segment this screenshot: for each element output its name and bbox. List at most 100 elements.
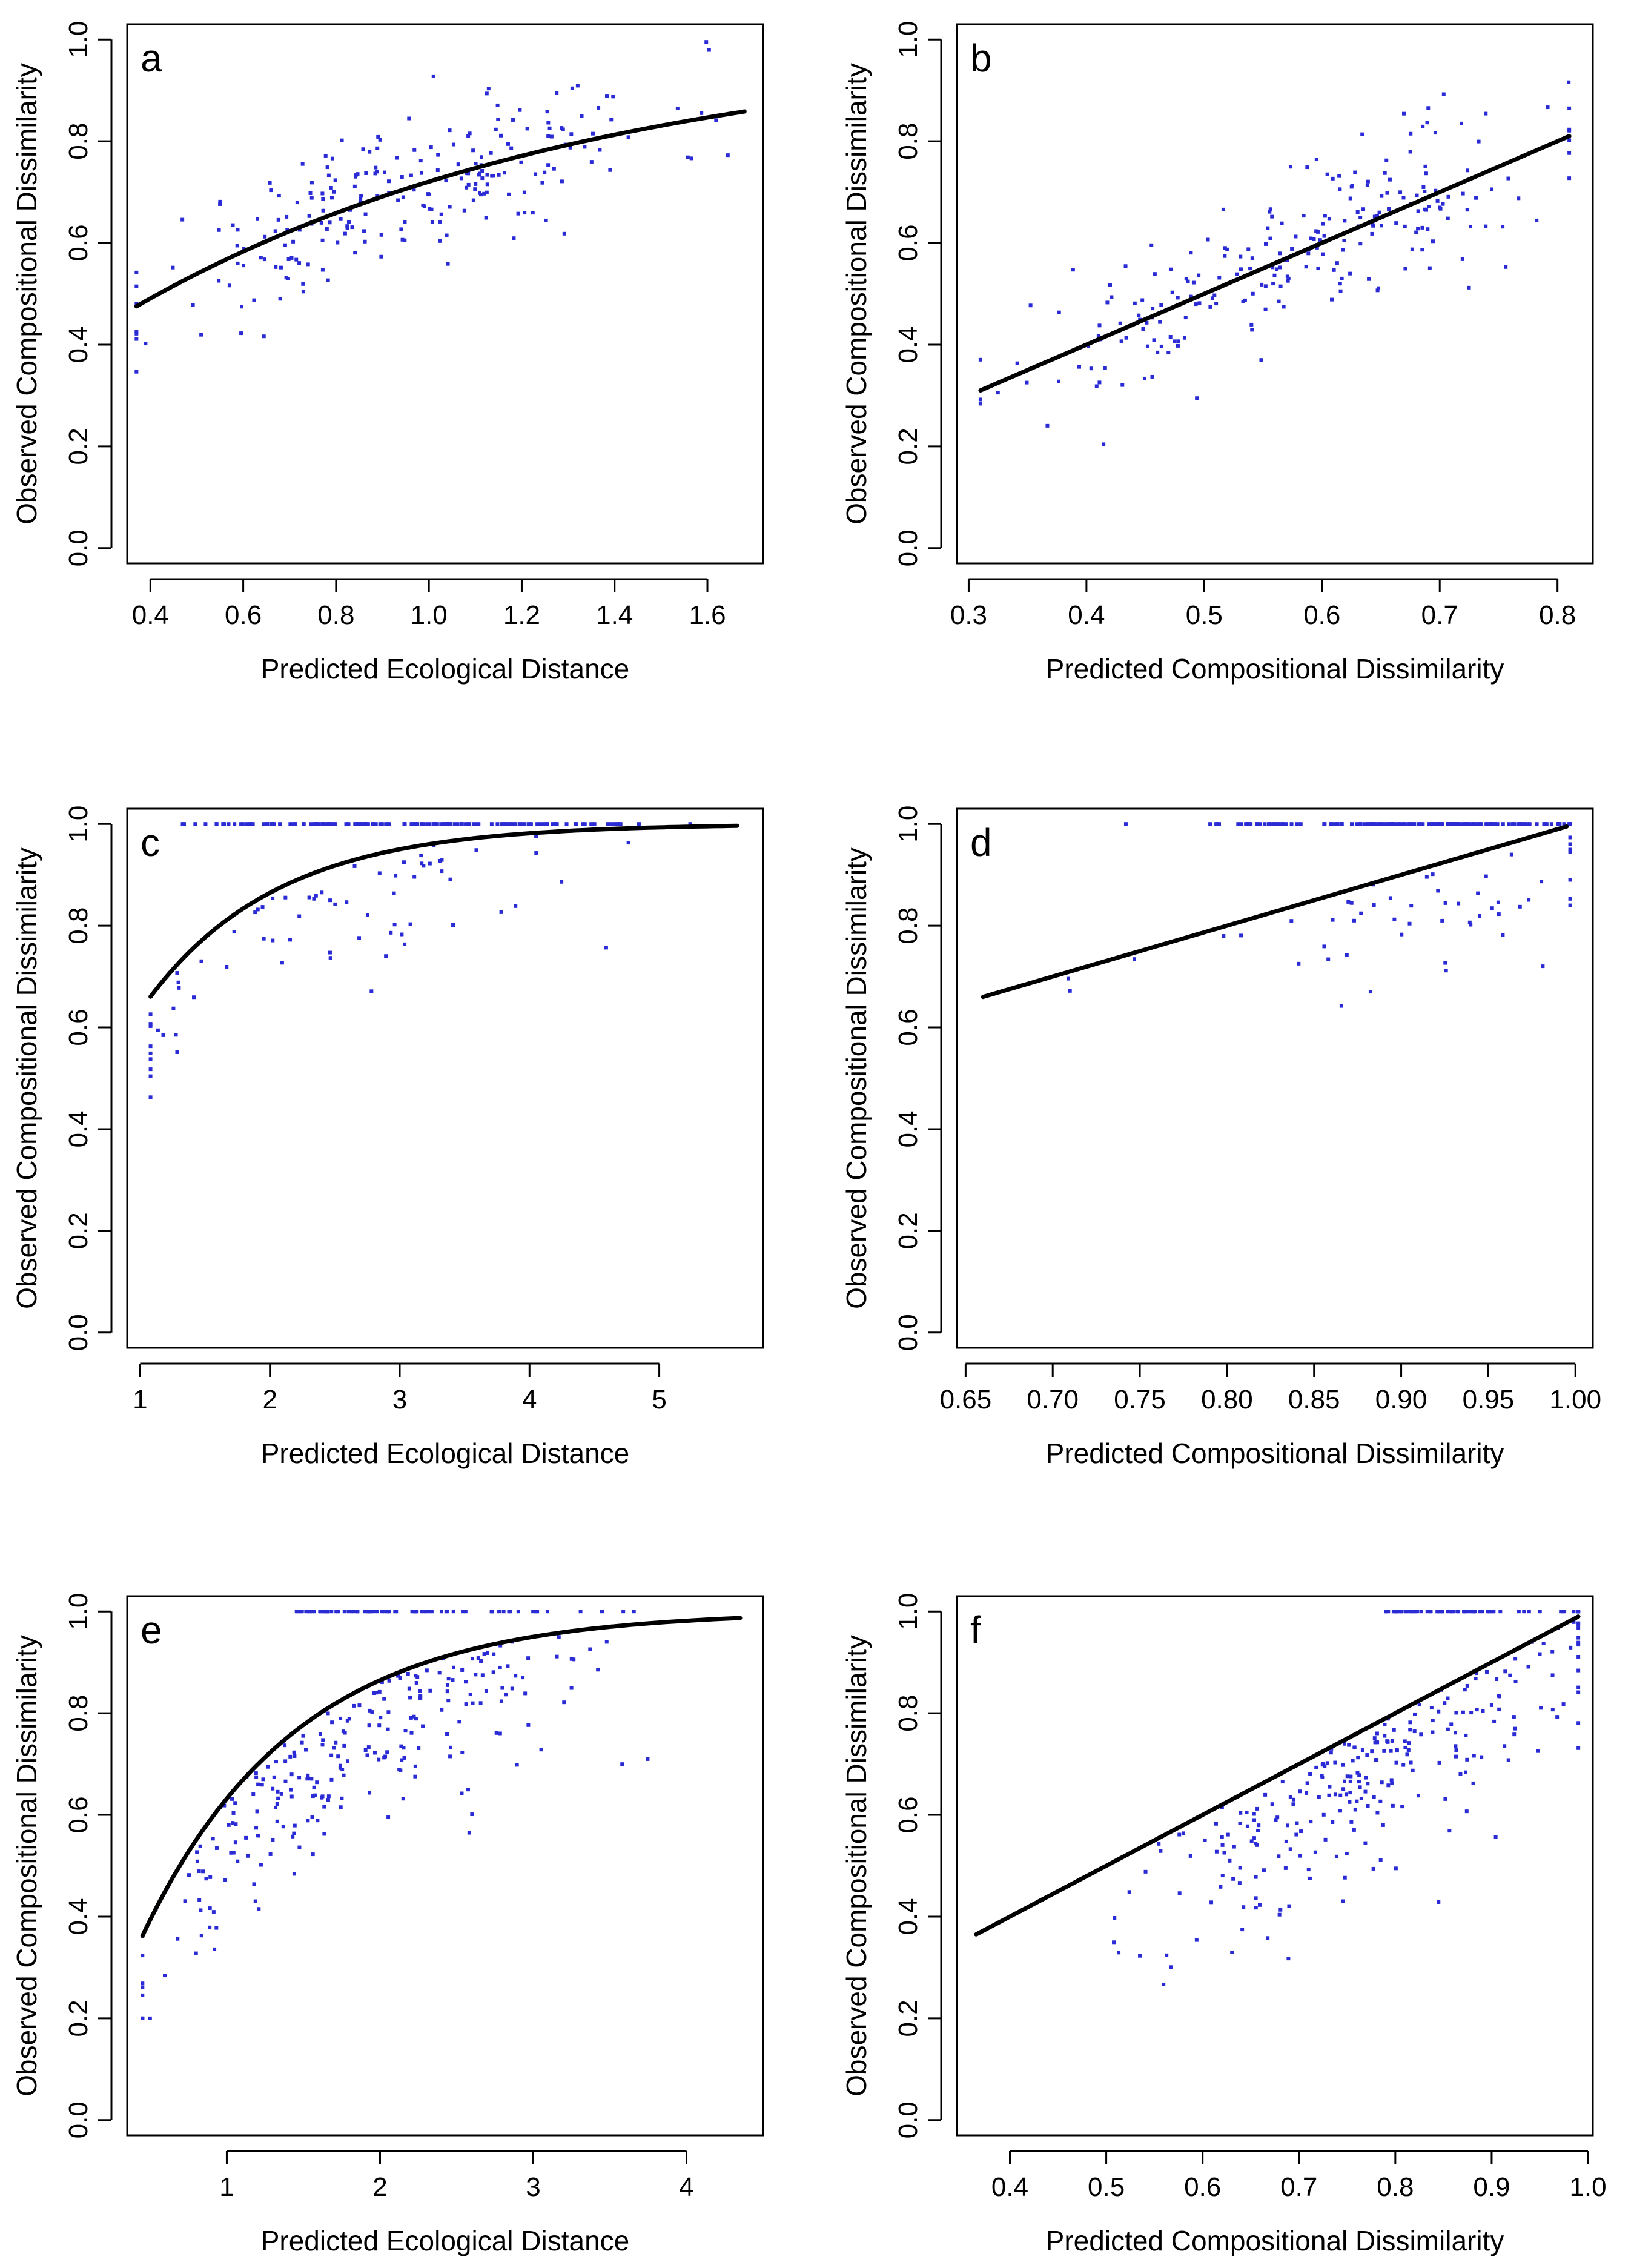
data-point bbox=[372, 1691, 376, 1696]
fitted-curve bbox=[134, 109, 747, 309]
data-point bbox=[338, 1766, 342, 1770]
data-point bbox=[254, 1775, 259, 1779]
data-point bbox=[1214, 1849, 1219, 1854]
data-point bbox=[1365, 183, 1369, 187]
data-point bbox=[254, 1826, 259, 1830]
data-point bbox=[293, 1823, 297, 1828]
data-point bbox=[1400, 932, 1404, 937]
data-point bbox=[508, 1610, 512, 1614]
data-point bbox=[183, 1899, 187, 1903]
data-point bbox=[1423, 164, 1427, 168]
data-point bbox=[609, 822, 613, 826]
data-point bbox=[485, 173, 489, 177]
data-point bbox=[1288, 1795, 1292, 1799]
data-point bbox=[515, 1763, 519, 1767]
data-point bbox=[1492, 822, 1496, 826]
data-point bbox=[1345, 1774, 1349, 1779]
x-tick-label: 1.00 bbox=[1549, 1385, 1601, 1414]
data-point bbox=[1469, 224, 1473, 228]
data-point bbox=[182, 822, 186, 826]
data-point bbox=[1391, 822, 1395, 826]
data-point bbox=[315, 1780, 319, 1785]
data-point bbox=[1538, 1610, 1542, 1614]
data-point bbox=[1230, 1950, 1234, 1954]
data-point bbox=[401, 1797, 405, 1801]
y-tick-label: 0.4 bbox=[893, 1898, 923, 1935]
x-tick-label: 1 bbox=[133, 1385, 147, 1414]
data-point bbox=[175, 971, 179, 975]
data-point bbox=[1375, 1811, 1380, 1815]
x-tick-label: 1 bbox=[219, 2172, 234, 2202]
data-point bbox=[448, 822, 452, 826]
data-point bbox=[1169, 1965, 1173, 1969]
data-point bbox=[1435, 199, 1440, 203]
data-point bbox=[297, 1845, 302, 1849]
data-point bbox=[1366, 1782, 1370, 1786]
data-point bbox=[1119, 339, 1123, 343]
data-point bbox=[1118, 321, 1122, 325]
data-point bbox=[141, 1981, 145, 1986]
data-point bbox=[1323, 1764, 1327, 1768]
data-point bbox=[285, 228, 289, 232]
data-point bbox=[480, 176, 485, 181]
data-point bbox=[516, 211, 520, 216]
data-point bbox=[1358, 822, 1363, 826]
data-point bbox=[311, 1794, 315, 1799]
data-point bbox=[471, 1701, 475, 1705]
data-point bbox=[401, 195, 405, 199]
data-point bbox=[1166, 351, 1171, 355]
data-point bbox=[321, 1738, 325, 1742]
data-point bbox=[1423, 189, 1427, 193]
data-point bbox=[1576, 1685, 1581, 1689]
data-point bbox=[268, 1852, 273, 1856]
data-point bbox=[534, 834, 538, 838]
data-point bbox=[289, 256, 294, 260]
data-point bbox=[1259, 358, 1263, 362]
data-point bbox=[1266, 226, 1270, 230]
x-tick-label: 4 bbox=[679, 2172, 693, 2202]
data-point bbox=[1352, 1745, 1357, 1749]
data-point bbox=[1400, 1805, 1404, 1809]
data-point bbox=[1188, 1854, 1192, 1858]
data-point bbox=[1446, 1696, 1450, 1700]
y-tick-label: 0.0 bbox=[64, 1314, 93, 1351]
data-point bbox=[534, 851, 538, 855]
data-point bbox=[227, 1823, 231, 1827]
data-point bbox=[256, 1834, 260, 1838]
data-point bbox=[1194, 1938, 1199, 1942]
data-point bbox=[288, 822, 293, 826]
data-point bbox=[1308, 1772, 1312, 1776]
data-point bbox=[1137, 313, 1141, 317]
data-point bbox=[387, 822, 391, 826]
data-point bbox=[1364, 1776, 1368, 1780]
data-point bbox=[342, 1610, 346, 1614]
data-point bbox=[1110, 295, 1114, 299]
data-point bbox=[620, 1762, 624, 1766]
data-point bbox=[1424, 875, 1429, 879]
data-point bbox=[465, 185, 469, 190]
data-point bbox=[714, 118, 718, 122]
data-point bbox=[1437, 1709, 1441, 1714]
data-point bbox=[1465, 208, 1469, 212]
data-point bbox=[256, 217, 260, 221]
data-point bbox=[1162, 1982, 1166, 1986]
data-point bbox=[1403, 267, 1407, 271]
data-point bbox=[1386, 1783, 1391, 1788]
data-point bbox=[1489, 1703, 1493, 1707]
data-point bbox=[1203, 1838, 1207, 1842]
data-point bbox=[373, 171, 377, 176]
data-point bbox=[326, 1711, 330, 1716]
data-point bbox=[297, 228, 302, 232]
data-point bbox=[1189, 294, 1193, 299]
data-point bbox=[199, 333, 203, 337]
data-point bbox=[1402, 822, 1406, 826]
data-point bbox=[380, 822, 384, 826]
data-point bbox=[1431, 1719, 1435, 1723]
data-point bbox=[445, 822, 449, 826]
data-point bbox=[1338, 282, 1342, 286]
data-point bbox=[466, 134, 471, 138]
data-point bbox=[218, 199, 222, 204]
y-tick-label: 0.6 bbox=[893, 224, 923, 261]
data-point bbox=[274, 1805, 278, 1809]
data-point bbox=[452, 1665, 456, 1669]
